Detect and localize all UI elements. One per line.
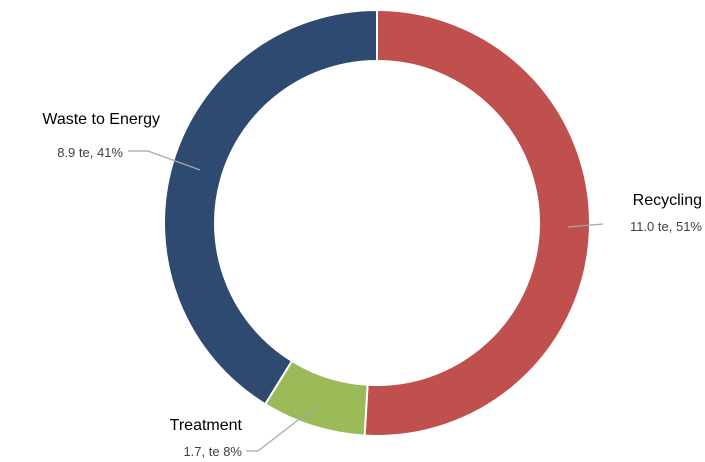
category-label-treatment: Treatment [170, 417, 243, 434]
leader-lines-layer [128, 150, 604, 452]
slices-layer [163, 8, 591, 437]
leader-line-treatment [246, 403, 320, 452]
category-label-recycling: Recycling [633, 192, 702, 209]
labels-layer: Recycling 11.0 te, 51% Treatment 1.7, te 8%… [42, 111, 702, 459]
leader-line-waste-to-energy [128, 150, 201, 171]
leader-line-recycling [567, 223, 604, 228]
data-label-waste-to-energy: 8.9 te, 41% [57, 145, 123, 160]
data-label-recycling: 11.0 te, 51% [630, 219, 702, 234]
slice-waste-to-energy [163, 8, 378, 406]
category-label-waste-to-energy: Waste to Energy [42, 111, 160, 128]
data-label-treatment: 1.7, te 8% [183, 444, 242, 459]
slice-recycling [363, 8, 591, 437]
